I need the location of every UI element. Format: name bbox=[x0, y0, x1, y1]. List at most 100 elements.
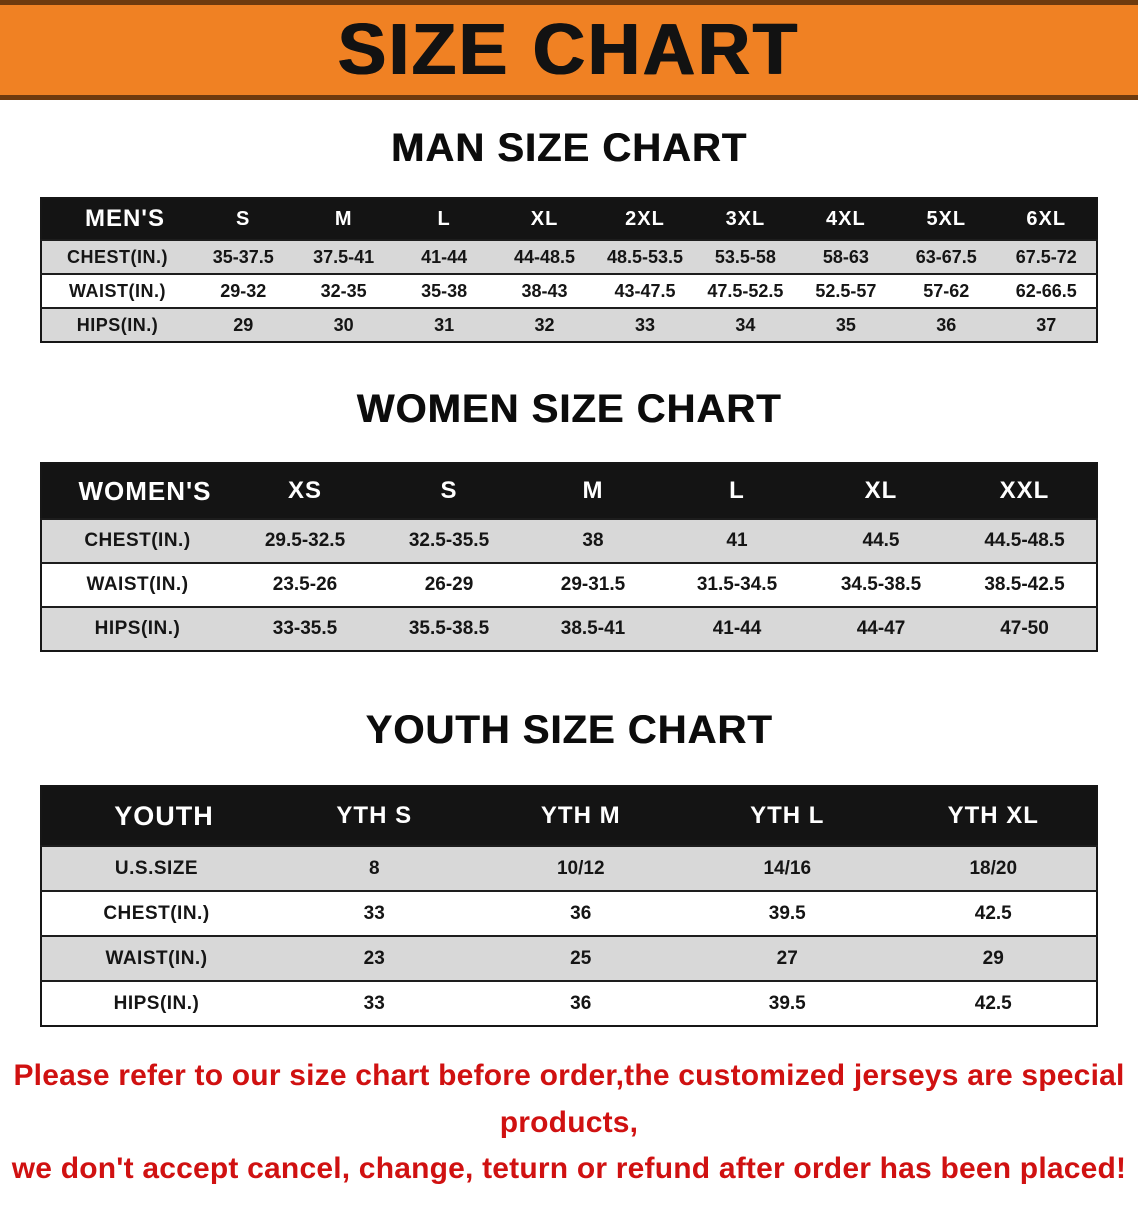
table-row: U.S.SIZE 8 10/12 14/16 18/20 bbox=[41, 845, 1097, 891]
table-corner-label: WOMEN'S bbox=[41, 463, 233, 519]
size-value: 34.5-38.5 bbox=[809, 562, 953, 607]
men-size-table: MEN'S S M L XL 2XL 3XL 4XL 5XL 6XL CHEST(IN.) 35-37… bbox=[40, 197, 1098, 343]
table-header-row: MEN'S S M L XL 2XL 3XL 4XL 5XL 6XL bbox=[41, 198, 1097, 240]
size-value: 44-47 bbox=[809, 606, 953, 651]
size-value: 10/12 bbox=[477, 845, 684, 891]
size-value: 44-48.5 bbox=[494, 239, 595, 274]
size-column-header: YTH XL bbox=[890, 786, 1097, 846]
size-value: 39.5 bbox=[684, 980, 891, 1026]
footer-note: Please refer to our size chart before or… bbox=[0, 1027, 1138, 1213]
size-value: 36 bbox=[477, 890, 684, 936]
section-heading: WOMEN SIZE CHART bbox=[356, 387, 782, 431]
size-column-header: 2XL bbox=[594, 198, 696, 240]
size-value: 37.5-41 bbox=[293, 239, 394, 274]
size-value: 39.5 bbox=[684, 890, 891, 936]
size-value: 33-35.5 bbox=[233, 606, 377, 651]
size-column-header: XL bbox=[494, 198, 595, 240]
size-value: 31.5-34.5 bbox=[665, 562, 809, 607]
size-column-header: S bbox=[193, 198, 294, 240]
size-chart-section-youth: YOUTH SIZE CHART YOUTH YTH S YTH M YTH L YTH… bbox=[0, 652, 1138, 1027]
row-label: WAIST(IN.) bbox=[41, 273, 193, 308]
size-value: 42.5 bbox=[890, 980, 1097, 1026]
size-column-header: YTH L bbox=[684, 786, 891, 846]
row-label: WAIST(IN.) bbox=[41, 935, 271, 981]
size-value: 37 bbox=[996, 307, 1097, 342]
table-row: CHEST(IN.) 33 36 39.5 42.5 bbox=[41, 890, 1097, 936]
size-value: 63-67.5 bbox=[896, 239, 997, 274]
size-value: 35-37.5 bbox=[193, 239, 294, 274]
section-heading: MAN SIZE CHART bbox=[390, 126, 748, 170]
table-row: HIPS(IN.) 33-35.5 35.5-38.5 38.5-41 41-44 44-… bbox=[41, 606, 1097, 651]
size-value: 27 bbox=[684, 935, 891, 981]
row-label: CHEST(IN.) bbox=[41, 890, 271, 936]
table-row: WAIST(IN.) 29-32 32-35 35-38 38-43 43-47.5 47.… bbox=[41, 273, 1097, 308]
size-value: 26-29 bbox=[377, 562, 521, 607]
size-value: 57-62 bbox=[896, 273, 997, 308]
table-row: WAIST(IN.) 23.5-26 26-29 29-31.5 31.5-34.5 34… bbox=[41, 562, 1097, 607]
size-value: 30 bbox=[293, 307, 394, 342]
size-value: 23.5-26 bbox=[233, 562, 377, 607]
size-column-header: L bbox=[393, 198, 495, 240]
size-chart-banner: SIZE CHART bbox=[0, 0, 1138, 100]
table-row: CHEST(IN.) 35-37.5 37.5-41 41-44 44-48.5 48.5… bbox=[41, 239, 1097, 274]
size-column-header: L bbox=[665, 463, 809, 519]
table-header-row: WOMEN'S XS S M L XL XXL bbox=[41, 463, 1097, 519]
size-column-header: YTH S bbox=[271, 786, 478, 846]
size-value: 48.5-53.5 bbox=[594, 239, 696, 274]
size-value: 42.5 bbox=[890, 890, 1097, 936]
size-value: 44.5 bbox=[809, 518, 953, 563]
size-chart-section-women: WOMEN SIZE CHART WOMEN'S XS S M L XL XXL CHEST(… bbox=[0, 343, 1138, 652]
size-value: 14/16 bbox=[684, 845, 891, 891]
size-value: 23 bbox=[271, 935, 478, 981]
row-label: HIPS(IN.) bbox=[41, 307, 193, 342]
table-row: WAIST(IN.) 23 25 27 29 bbox=[41, 935, 1097, 981]
size-column-header: YTH M bbox=[477, 786, 684, 846]
size-value: 36 bbox=[477, 980, 684, 1026]
size-column-header: 5XL bbox=[896, 198, 997, 240]
section-heading: YOUTH SIZE CHART bbox=[365, 708, 773, 752]
size-value: 36 bbox=[896, 307, 997, 342]
size-value: 62-66.5 bbox=[996, 273, 1097, 308]
size-column-header: XL bbox=[809, 463, 953, 519]
size-value: 44.5-48.5 bbox=[953, 518, 1097, 563]
size-value: 41-44 bbox=[393, 239, 495, 274]
size-value: 41 bbox=[665, 518, 809, 563]
size-value: 33 bbox=[594, 307, 696, 342]
row-label: U.S.SIZE bbox=[41, 845, 271, 891]
size-value: 53.5-58 bbox=[695, 239, 796, 274]
size-value: 34 bbox=[695, 307, 796, 342]
size-column-header: 3XL bbox=[695, 198, 796, 240]
size-column-header: M bbox=[293, 198, 394, 240]
size-column-header: S bbox=[377, 463, 521, 519]
banner-title: SIZE CHART bbox=[338, 10, 800, 90]
size-value: 38 bbox=[521, 518, 665, 563]
table-row: CHEST(IN.) 29.5-32.5 32.5-35.5 38 41 44.5 44.5… bbox=[41, 518, 1097, 563]
youth-size-table: YOUTH YTH S YTH M YTH L YTH XL U.S.SIZE 8 10/12… bbox=[40, 785, 1098, 1027]
size-value: 29-31.5 bbox=[521, 562, 665, 607]
size-value: 38-43 bbox=[494, 273, 595, 308]
size-value: 18/20 bbox=[890, 845, 1097, 891]
size-value: 32 bbox=[494, 307, 595, 342]
size-value: 33 bbox=[271, 980, 478, 1026]
row-label: HIPS(IN.) bbox=[41, 606, 233, 651]
size-value: 32.5-35.5 bbox=[377, 518, 521, 563]
size-column-header: XS bbox=[233, 463, 377, 519]
size-value: 38.5-42.5 bbox=[953, 562, 1097, 607]
row-label: CHEST(IN.) bbox=[41, 518, 233, 563]
table-header-row: YOUTH YTH S YTH M YTH L YTH XL bbox=[41, 786, 1097, 846]
size-value: 47.5-52.5 bbox=[695, 273, 796, 308]
size-value: 29.5-32.5 bbox=[233, 518, 377, 563]
size-column-header: 6XL bbox=[996, 198, 1097, 240]
size-value: 25 bbox=[477, 935, 684, 981]
row-label: WAIST(IN.) bbox=[41, 562, 233, 607]
size-value: 29 bbox=[890, 935, 1097, 981]
size-chart-section-men: MAN SIZE CHART MEN'S S M L XL 2XL 3XL 4XL 5XL 6XL… bbox=[0, 100, 1138, 343]
footer-note-line2: we don't accept cancel, change, teturn o… bbox=[11, 1152, 1127, 1185]
size-value: 32-35 bbox=[293, 273, 394, 308]
table-row: HIPS(IN.) 33 36 39.5 42.5 bbox=[41, 980, 1097, 1026]
sections: MAN SIZE CHART MEN'S S M L XL 2XL 3XL 4XL 5XL 6XL… bbox=[0, 100, 1138, 1027]
size-value: 35.5-38.5 bbox=[377, 606, 521, 651]
table-row: HIPS(IN.) 29 30 31 32 33 34 35 36 37 bbox=[41, 307, 1097, 342]
row-label: CHEST(IN.) bbox=[41, 239, 193, 274]
size-value: 38.5-41 bbox=[521, 606, 665, 651]
